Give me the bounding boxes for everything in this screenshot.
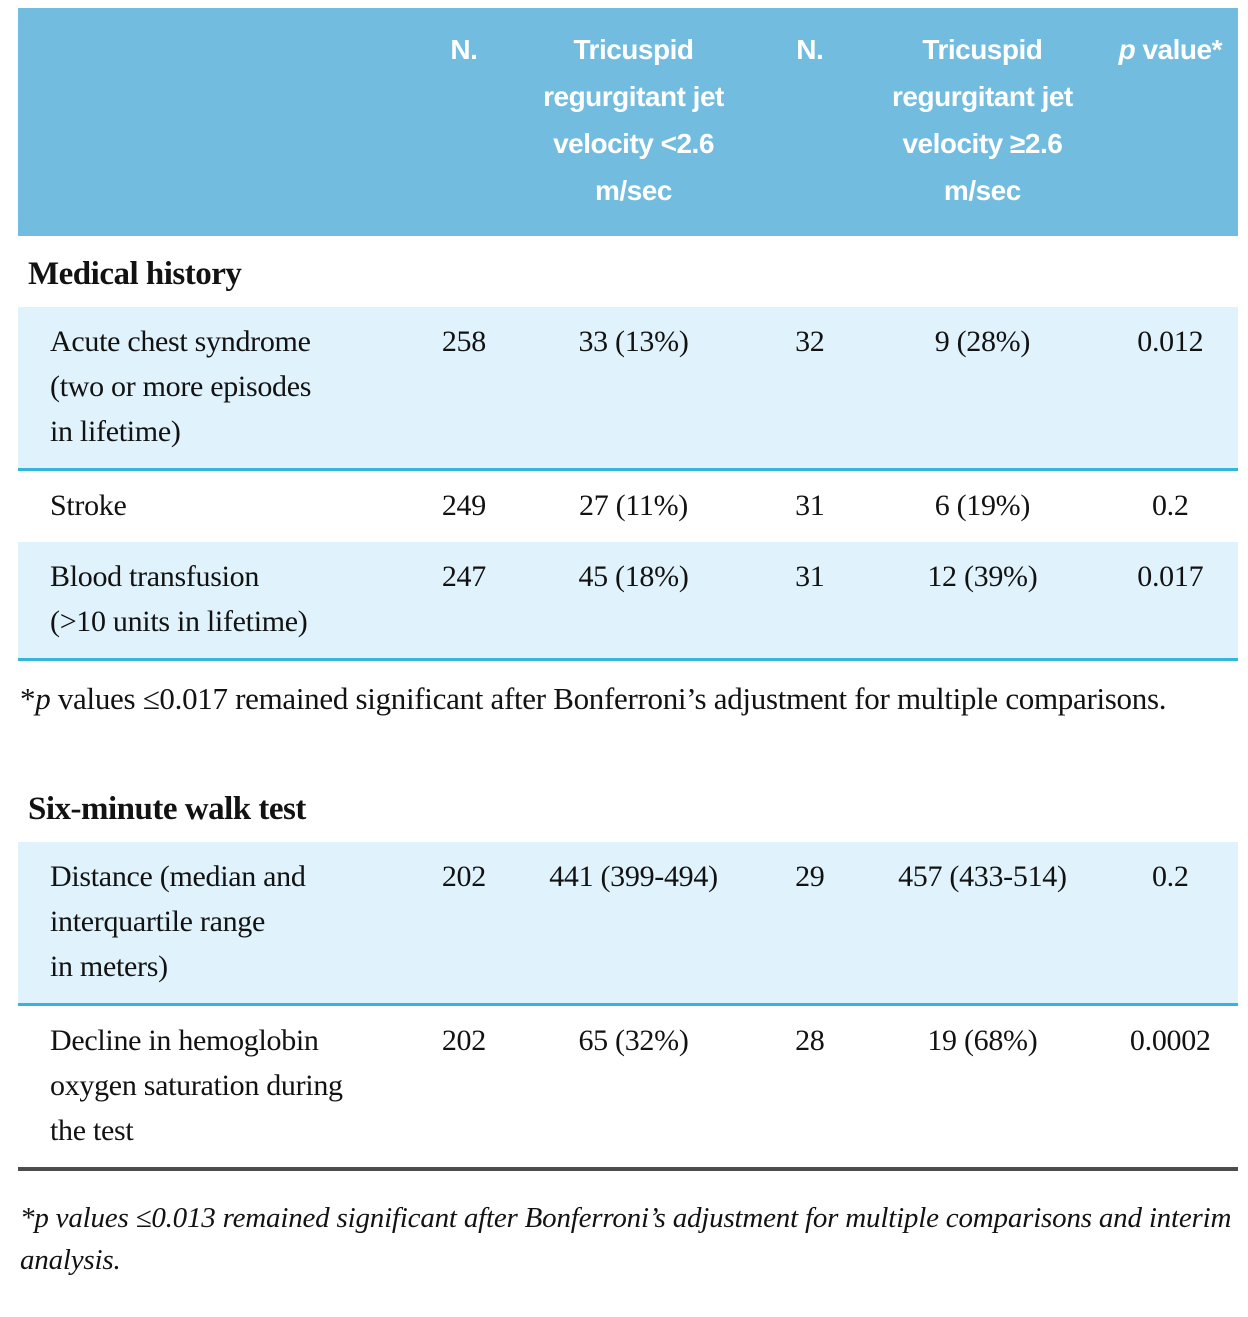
- cell-n2: 29: [757, 842, 863, 1006]
- cell-n1: 258: [418, 307, 510, 471]
- cell-n2: 32: [757, 307, 863, 471]
- table-row-blood-transfusion: Blood transfusion (>10 units in lifetime…: [18, 542, 1238, 661]
- p-value-italic-p: p: [1118, 34, 1136, 65]
- footnote-row-six-minute-walk-test: *p values ≤0.013 remained significant af…: [18, 1185, 1238, 1287]
- table-row-decline-hemoglobin-saturation: Decline in hemoglobin oxygen saturation …: [18, 1005, 1238, 1170]
- cell-n1: 202: [441, 1024, 486, 1057]
- header-cell-trv-lt26: Tricuspid regurgitant jet velocity <2.6 …: [509, 8, 758, 236]
- row-label: Stroke: [50, 489, 127, 522]
- footnote-text: values ≤0.017 remained significant after…: [50, 681, 1167, 716]
- cell-n2: 31: [795, 489, 825, 522]
- footnote-asterisk: *: [20, 681, 36, 716]
- cell-value2: 19 (68%): [927, 1024, 1038, 1057]
- header-row: N. Tricuspid regurgitant jet velocity <2…: [18, 8, 1238, 236]
- cell-value2: 457 (433-514): [862, 842, 1103, 1006]
- p-value-rest: value*: [1135, 34, 1222, 65]
- cell-value2: 9 (28%): [862, 307, 1103, 471]
- cell-n1: 247: [418, 542, 510, 661]
- header-cell-n2: N.: [757, 8, 863, 236]
- cell-n1: 249: [441, 489, 486, 522]
- footnote-row-medical-history: *p values ≤0.017 remained significant af…: [18, 660, 1238, 732]
- table-row-stroke: Stroke 249 27 (11%) 31 6 (19%) 0.2: [18, 470, 1238, 543]
- cell-p-value: 0.0002: [1129, 1024, 1211, 1057]
- footnote-italic-p: p: [35, 681, 51, 716]
- section-row-six-minute-walk-test: Six-minute walk test: [18, 731, 1238, 842]
- cell-value1: 45 (18%): [509, 542, 758, 661]
- cell-n2: 31: [757, 542, 863, 661]
- header-cell-trv-ge26: Tricuspid regurgitant jet velocity ≥2.6 …: [862, 8, 1103, 236]
- header-cell-p-value: p value*: [1102, 8, 1238, 236]
- bottom-rule: [18, 1167, 1238, 1185]
- footnote-italic-p: p: [34, 1202, 49, 1234]
- cell-n1: 202: [418, 842, 510, 1006]
- footnote-medical-history: *p values ≤0.017 remained significant af…: [18, 660, 1238, 732]
- cell-value1: 65 (32%): [578, 1024, 689, 1057]
- row-label: Acute chest syndrome (two or more episod…: [18, 307, 419, 471]
- footnote-asterisk: *: [20, 1202, 35, 1234]
- cell-p-value: 0.017: [1102, 542, 1238, 661]
- bottom-rule-line: [18, 1167, 1238, 1185]
- cell-value2: 6 (19%): [934, 489, 1031, 522]
- results-table: N. Tricuspid regurgitant jet velocity <2…: [18, 8, 1238, 1287]
- cell-value1: 33 (13%): [509, 307, 758, 471]
- cell-value1: 27 (11%): [579, 489, 688, 522]
- row-label: Distance (median and interquartile range…: [18, 842, 419, 1006]
- table-header: N. Tricuspid regurgitant jet velocity <2…: [18, 8, 1238, 236]
- cell-p-value: 0.012: [1102, 307, 1238, 471]
- section-title-medical-history: Medical history: [28, 256, 242, 292]
- cell-p-value: 0.2: [1102, 842, 1238, 1006]
- table-row-acute-chest-syndrome: Acute chest syndrome (two or more episod…: [18, 307, 1238, 471]
- row-label: Decline in hemoglobin oxygen saturation …: [50, 1024, 343, 1147]
- section-row-medical-history: Medical history: [18, 236, 1238, 307]
- cell-n2: 28: [795, 1024, 825, 1057]
- table-row-distance: Distance (median and interquartile range…: [18, 842, 1238, 1006]
- cell-value2: 12 (39%): [862, 542, 1103, 661]
- section-title-six-minute-walk-test: Six-minute walk test: [28, 791, 306, 827]
- cell-value1: 441 (399-494): [509, 842, 758, 1006]
- row-label: Blood transfusion (>10 units in lifetime…: [18, 542, 419, 661]
- cell-p-value: 0.2: [1151, 489, 1189, 522]
- header-cell-n1: N.: [418, 8, 510, 236]
- footnote-six-minute-walk-test: *p values ≤0.013 remained significant af…: [18, 1185, 1238, 1287]
- header-cell-empty: [18, 8, 419, 236]
- footnote-text: values ≤0.013 remained significant after…: [20, 1202, 1232, 1276]
